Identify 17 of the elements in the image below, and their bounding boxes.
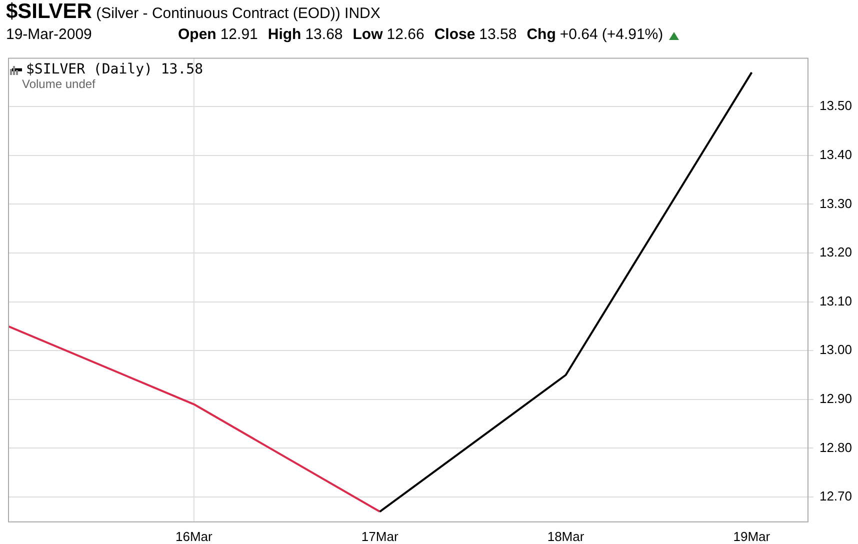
y-tick-label: 13.00 (819, 342, 852, 358)
y-tick-label: 12.80 (819, 440, 852, 455)
y-tick-label: 12.90 (819, 390, 852, 406)
chart-title: $SILVER (Silver - Continuous Contract (EOD)) INDX (6, 0, 380, 23)
y-tick-label: 13.50 (819, 98, 852, 114)
y-tick-label: 13.20 (819, 244, 852, 260)
text: 19-Mar-2009 Open 12.91 High 13.68 Low 12.66 Close 13.58 Chg +0.64 (+4.91%) (6, 26, 664, 43)
x-tick-label: 19Mar (733, 528, 771, 544)
y-tick-label: 13.30 (819, 196, 852, 211)
y-tick-label: 13.10 (819, 293, 852, 308)
x-tick-label: 18Mar (547, 528, 585, 544)
x-tick-label: 16Mar (175, 528, 214, 544)
x-tick-label: 17Mar (361, 528, 399, 544)
y-tick-label: 13.40 (819, 146, 852, 162)
legend-label: $SILVER (Daily) 13.58 (26, 61, 204, 78)
y-tick-label: 12.70 (819, 488, 852, 504)
annotation: Volume undef (22, 77, 96, 92)
